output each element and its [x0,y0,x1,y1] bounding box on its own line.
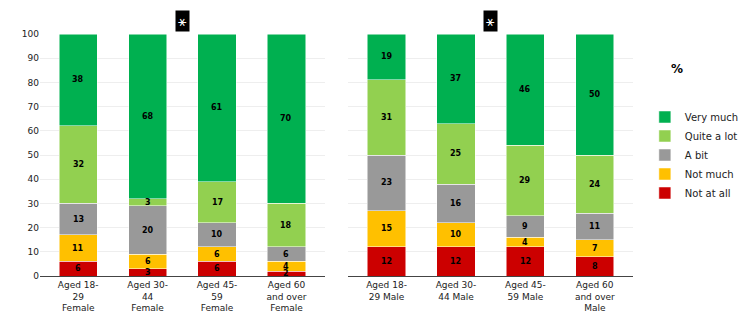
svg-text:⚹: ⚹ [178,13,187,29]
svg-text:Aged 45-59 Male: Aged 45-59 Male [505,280,546,302]
svg-text:100: 100 [22,29,39,39]
svg-text:90: 90 [28,53,40,63]
svg-text:Aged 60and overFemale: Aged 60and overFemale [267,280,307,313]
svg-text:17: 17 [212,198,223,207]
svg-text:18: 18 [280,221,292,230]
svg-text:13: 13 [73,215,84,224]
svg-text:Very much: Very much [685,112,738,123]
svg-text:7: 7 [592,244,598,253]
svg-text:8: 8 [592,262,598,271]
svg-text:10: 10 [211,230,223,239]
svg-text:80: 80 [28,78,40,88]
svg-text:38: 38 [72,75,84,84]
svg-text:12: 12 [520,257,531,266]
svg-text:61: 61 [211,103,223,112]
svg-text:12: 12 [381,257,392,266]
svg-text:11: 11 [72,244,84,253]
svg-text:Not much: Not much [685,169,734,180]
svg-text:2: 2 [283,269,289,278]
svg-text:70: 70 [28,102,40,112]
svg-text:10: 10 [28,247,40,257]
svg-text:6: 6 [75,264,81,273]
svg-text:6: 6 [214,264,220,273]
svg-text:20: 20 [142,226,154,235]
svg-text:%: % [671,62,683,76]
svg-text:A bit: A bit [685,150,708,161]
svg-text:Not at all: Not at all [685,188,731,199]
svg-text:3: 3 [145,198,151,207]
svg-text:24: 24 [589,180,601,189]
svg-text:68: 68 [142,112,154,121]
svg-text:3: 3 [145,268,151,277]
svg-text:9: 9 [522,222,528,231]
svg-text:25: 25 [450,149,462,158]
svg-text:11: 11 [589,222,601,231]
svg-text:6: 6 [145,257,151,266]
svg-text:15: 15 [381,224,393,233]
svg-text:⚹: ⚹ [486,13,495,29]
svg-text:10: 10 [450,230,462,239]
svg-text:31: 31 [381,113,393,122]
svg-text:Aged 18-29Female: Aged 18-29Female [58,280,99,313]
svg-text:Aged 30-44 Male: Aged 30-44 Male [436,280,477,302]
svg-text:20: 20 [28,223,40,233]
svg-text:50: 50 [589,90,601,99]
svg-text:29: 29 [519,176,531,185]
svg-text:50: 50 [28,150,40,160]
svg-text:16: 16 [450,199,462,208]
svg-text:46: 46 [519,85,531,94]
svg-text:Aged 45-59Female: Aged 45-59Female [197,280,238,313]
svg-text:Aged 18-29 Male: Aged 18-29 Male [366,280,407,302]
svg-text:12: 12 [450,257,461,266]
svg-text:Aged 30-44Female: Aged 30-44Female [127,280,168,313]
svg-text:23: 23 [381,178,392,187]
svg-text:0: 0 [33,271,39,281]
svg-text:60: 60 [28,126,40,136]
svg-text:4: 4 [522,238,528,247]
svg-text:4: 4 [283,262,289,271]
svg-text:40: 40 [28,174,40,184]
svg-text:19: 19 [381,52,393,61]
svg-text:32: 32 [73,160,84,169]
svg-text:70: 70 [280,114,292,123]
svg-text:6: 6 [283,250,289,259]
svg-text:37: 37 [450,74,461,83]
svg-text:6: 6 [214,250,220,259]
svg-text:Aged 60and overMale: Aged 60and overMale [575,280,615,313]
svg-text:Quite a lot: Quite a lot [685,131,737,142]
svg-text:30: 30 [28,199,40,209]
